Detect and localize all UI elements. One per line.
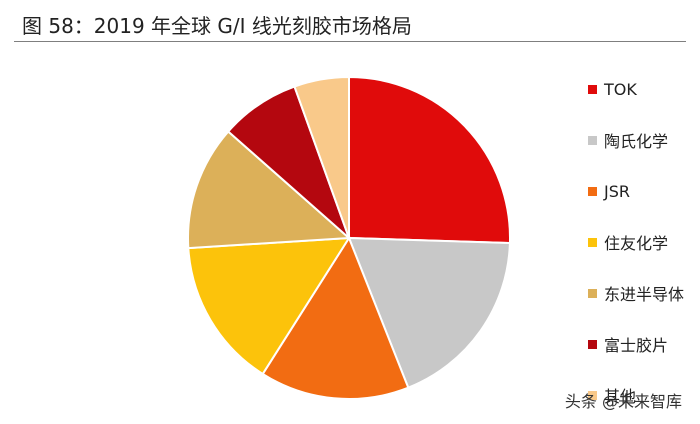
legend-item: 富士胶片 <box>588 333 668 355</box>
legend-item: 东进半导体 <box>588 282 684 304</box>
legend-swatch <box>588 135 597 145</box>
legend-swatch <box>588 390 597 400</box>
pie-slice-2 <box>261 235 410 400</box>
pie-slice-0 <box>348 75 511 245</box>
legend-item: JSR <box>588 180 630 202</box>
legend-label: 住友化学 <box>604 234 669 253</box>
pie-slice-4 <box>187 130 352 250</box>
legend-label: JSR <box>604 181 630 201</box>
legend-label: 陶氏化学 <box>604 132 669 151</box>
legend-swatch <box>588 84 597 94</box>
legend-item: 住友化学 <box>588 231 668 253</box>
legend-item: 其他 <box>588 384 636 406</box>
legend-label: 富士胶片 <box>604 336 669 355</box>
legend-item: 陶氏化学 <box>588 129 668 151</box>
legend-swatch <box>588 237 597 247</box>
legend-swatch <box>588 288 597 298</box>
figure-title: 图 58：2019 年全球 G/I 线光刻胶市场格局 <box>22 14 412 38</box>
legend-label: 东进半导体 <box>604 285 685 304</box>
pie-slice-1 <box>347 236 511 389</box>
legend-label: 其他 <box>604 387 637 406</box>
legend-swatch <box>588 186 597 196</box>
legend-label: TOK <box>604 79 637 99</box>
title-bar: 图 58：2019 年全球 G/I 线光刻胶市场格局 <box>14 6 686 42</box>
legend-swatch <box>588 339 597 349</box>
pie-slice-3 <box>187 236 351 376</box>
source-watermark: 头条 @未来智库 <box>564 392 682 411</box>
legend-item: TOK <box>588 78 637 100</box>
pie-slice-6 <box>293 75 350 239</box>
